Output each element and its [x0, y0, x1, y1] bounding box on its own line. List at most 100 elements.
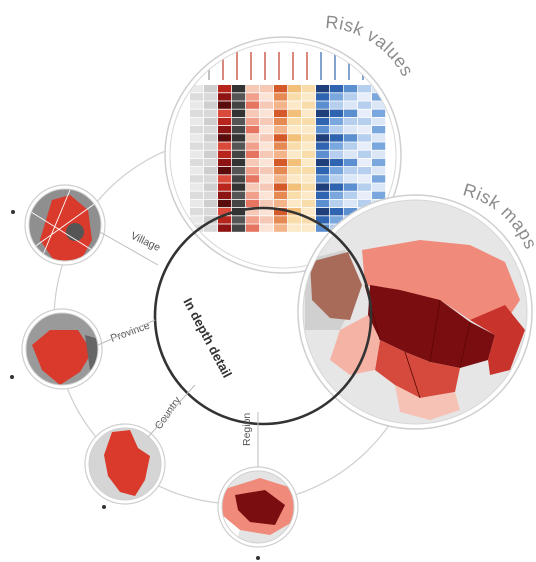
table-cell: [218, 158, 232, 167]
table-cell: [330, 109, 344, 117]
table-cell: [302, 191, 316, 199]
table-cell: [302, 183, 316, 191]
table-cell: [316, 142, 330, 150]
table-cell: [344, 134, 358, 142]
column-heading-mark: [222, 52, 224, 80]
region-marker-dot: [256, 556, 260, 560]
table-cell: [246, 175, 260, 183]
table-cell: [316, 158, 330, 167]
table-cell: [274, 150, 288, 158]
table-cell: [190, 150, 204, 158]
table-cell: [302, 158, 316, 167]
table-cell: [204, 175, 218, 183]
table-cell: [246, 216, 260, 224]
table-cell: [246, 134, 260, 142]
table-cell: [358, 101, 372, 109]
table-cell: [330, 183, 344, 191]
table-cell: [372, 134, 386, 142]
table-cell: [316, 109, 330, 117]
table-cell: [344, 142, 358, 150]
table-cell: [246, 126, 260, 134]
table-cell: [316, 183, 330, 191]
table-cell: [302, 109, 316, 117]
table-cell: [246, 109, 260, 117]
table-cell: [246, 158, 260, 167]
table-cell: [288, 126, 302, 134]
table-cell: [246, 101, 260, 109]
table-cell: [330, 158, 344, 167]
in-depth-lens: [153, 206, 373, 426]
table-cell: [288, 158, 302, 167]
table-cell: [232, 101, 246, 109]
table-cell: [288, 224, 302, 232]
map-region-red-east: [470, 305, 525, 375]
table-cell: [274, 134, 288, 142]
table-cell: [204, 191, 218, 199]
table-cell: [330, 191, 344, 199]
table-cell: [246, 224, 260, 232]
table-cell: [330, 150, 344, 158]
table-cell: [260, 183, 274, 191]
table-cell: [302, 85, 316, 93]
table-cell: [204, 93, 218, 101]
table-cell: [330, 208, 344, 216]
map-region-red-south: [375, 340, 460, 398]
table-cell: [204, 150, 218, 158]
table-cell: [204, 183, 218, 191]
table-cell: [274, 175, 288, 183]
table-cell: [218, 93, 232, 101]
table-cell: [344, 183, 358, 191]
table-cell: [316, 150, 330, 158]
table-cell: [358, 126, 372, 134]
table-cell: [218, 175, 232, 183]
table-cell: [260, 224, 274, 232]
country-lens: [84, 423, 166, 505]
table-cell: [330, 101, 344, 109]
table-cell: [330, 142, 344, 150]
table-cell: [330, 85, 344, 93]
table-cell: [232, 167, 246, 175]
table-cell: [204, 208, 218, 216]
risk-values-table: [190, 52, 386, 232]
table-cell: [316, 216, 330, 224]
table-cell: [288, 109, 302, 117]
table-cell: [358, 158, 372, 167]
table-cell: [344, 85, 358, 93]
province-connector: [97, 319, 156, 346]
table-cell: [232, 117, 246, 126]
table-cell: [274, 142, 288, 150]
table-cell: [316, 199, 330, 208]
village-connector: [99, 231, 159, 266]
table-cell: [190, 126, 204, 134]
column-heading-mark: [348, 52, 350, 80]
table-cell: [288, 101, 302, 109]
table-cell: [274, 167, 288, 175]
table-cell: [358, 109, 372, 117]
table-cell: [288, 183, 302, 191]
table-cell: [260, 150, 274, 158]
table-cell: [344, 109, 358, 117]
table-cell: [190, 191, 204, 199]
table-cell: [288, 142, 302, 150]
table-cell: [204, 224, 218, 232]
table-cell: [218, 150, 232, 158]
table-cell: [260, 175, 274, 183]
table-cell: [204, 167, 218, 175]
table-cell: [260, 134, 274, 142]
table-cell: [316, 191, 330, 199]
table-cell: [232, 216, 246, 224]
table-cell: [260, 85, 274, 93]
table-cell: [316, 93, 330, 101]
table-cell: [288, 134, 302, 142]
village-label: Village: [129, 230, 163, 254]
column-heading-mark: [376, 52, 378, 80]
table-cell: [246, 183, 260, 191]
table-cell: [190, 85, 204, 93]
table-cell: [288, 216, 302, 224]
table-cell: [302, 117, 316, 126]
table-cell: [372, 117, 386, 126]
table-cell: [288, 199, 302, 208]
table-cell: [274, 117, 288, 126]
table-cell: [246, 208, 260, 216]
table-cell: [190, 93, 204, 101]
